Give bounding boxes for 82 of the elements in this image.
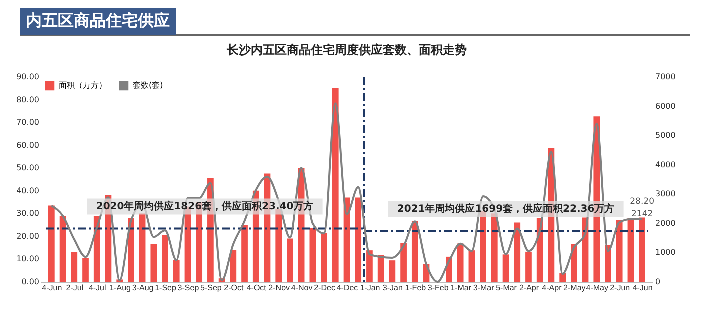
bar	[287, 238, 294, 282]
legend-label: 套数(套)	[133, 81, 164, 90]
x-tick-label: 4-Jun	[632, 284, 653, 292]
x-tick-label: 4-Apr	[542, 284, 562, 292]
y2-tick-label: 2000	[656, 218, 676, 228]
bar	[366, 250, 373, 282]
x-tick-label: 4-Jul	[88, 284, 107, 292]
bar	[412, 220, 418, 282]
y-tick-label: 50.00	[16, 164, 40, 173]
y-tick-label: 70.00	[16, 118, 40, 128]
bar	[355, 198, 362, 282]
x-tick-label: 4-May	[586, 284, 609, 292]
x-tick-label: 2-Nov	[268, 284, 290, 292]
y2-tick-label: 3000	[656, 190, 676, 199]
x-tick-label: 5-Sep	[200, 284, 222, 292]
y2-tick-label: 1000	[656, 248, 676, 258]
x-tick-label: 1-Sep	[155, 284, 177, 292]
x-tick-label: 1-Jan	[360, 284, 380, 292]
y2-tick-label: 7000	[656, 72, 676, 82]
x-tick-label: 4-Dec	[336, 284, 358, 292]
y-tick-label: 10.00	[16, 254, 40, 264]
data-label: 2142	[632, 209, 654, 220]
x-tick-label: 3-Sep	[178, 284, 200, 292]
ref-line-label: 2020年周均供应1826套，供应面积23.40万方	[96, 200, 314, 213]
x-tick-label: 4-Jun	[42, 284, 62, 292]
x-tick-label: 3-Jan	[382, 284, 403, 292]
bar	[82, 258, 89, 282]
bar	[48, 206, 55, 282]
x-tick-label: 4-Nov	[291, 284, 313, 292]
x-tick-label: 2-May	[564, 284, 586, 292]
y2-tick-label: 0	[656, 278, 661, 286]
y-tick-label: 80.00	[16, 95, 40, 104]
y2-tick-label: 5000	[656, 131, 676, 140]
x-tick-label: 2-Dec	[314, 284, 336, 292]
text: 内五区商品住宅供应	[20, 8, 176, 35]
y-tick-label: 60.00	[16, 140, 40, 150]
x-tick-label: 1-Aug	[110, 284, 132, 292]
bar	[150, 244, 158, 282]
legend-label: 面积（万方）	[59, 81, 107, 90]
y-tick-label: 90.00	[16, 72, 40, 82]
y-tick-label: 20.00	[16, 232, 40, 241]
y-tick-label: 40.00	[16, 186, 40, 196]
x-tick-label: 1-Feb	[405, 284, 427, 292]
x-tick-label: 3-Aug	[132, 284, 154, 292]
bar	[560, 273, 566, 282]
bar	[310, 228, 316, 282]
bar	[514, 222, 521, 282]
bar	[400, 244, 407, 282]
bar	[71, 252, 78, 282]
bar	[628, 218, 634, 282]
x-tick-label: 1-Mar	[450, 284, 472, 292]
bar	[468, 250, 476, 282]
bar	[162, 235, 168, 282]
x-tick-label: 2-Oct	[224, 284, 244, 292]
x-tick-label: 2-Jun	[610, 284, 630, 292]
bar	[502, 254, 510, 282]
bar	[639, 218, 646, 282]
data-label: 28.20	[630, 196, 654, 207]
x-tick-label: 3-Mar	[473, 284, 495, 292]
y2-tick-label: 4000	[656, 160, 676, 170]
x-tick-label: 5-Mar	[496, 284, 518, 292]
x-tick-label: 2-Jul	[66, 284, 84, 292]
bar	[173, 260, 180, 282]
bar	[457, 244, 464, 282]
bar	[526, 252, 532, 282]
bar	[139, 214, 146, 282]
y2-tick-label: 6000	[656, 102, 676, 111]
y-tick-label: 0.00	[22, 278, 40, 286]
bar	[616, 220, 623, 282]
bar	[230, 250, 237, 282]
ref-line-label: 2021年周均供应1699套，供应面积22.36万方	[397, 203, 615, 216]
bar	[321, 233, 328, 282]
bar	[242, 225, 248, 282]
x-tick-label: 2-Apr	[519, 284, 540, 292]
bar	[332, 88, 339, 282]
x-tick-label: 3-Feb	[428, 284, 450, 292]
chart-title: 长沙内五区商品住宅周度供应套数、面积走势	[226, 43, 467, 57]
y-tick-label: 30.00	[16, 209, 40, 218]
bar	[605, 245, 612, 282]
bar	[389, 260, 396, 282]
bar	[378, 255, 384, 282]
x-tick-label: 4-Oct	[246, 284, 268, 292]
